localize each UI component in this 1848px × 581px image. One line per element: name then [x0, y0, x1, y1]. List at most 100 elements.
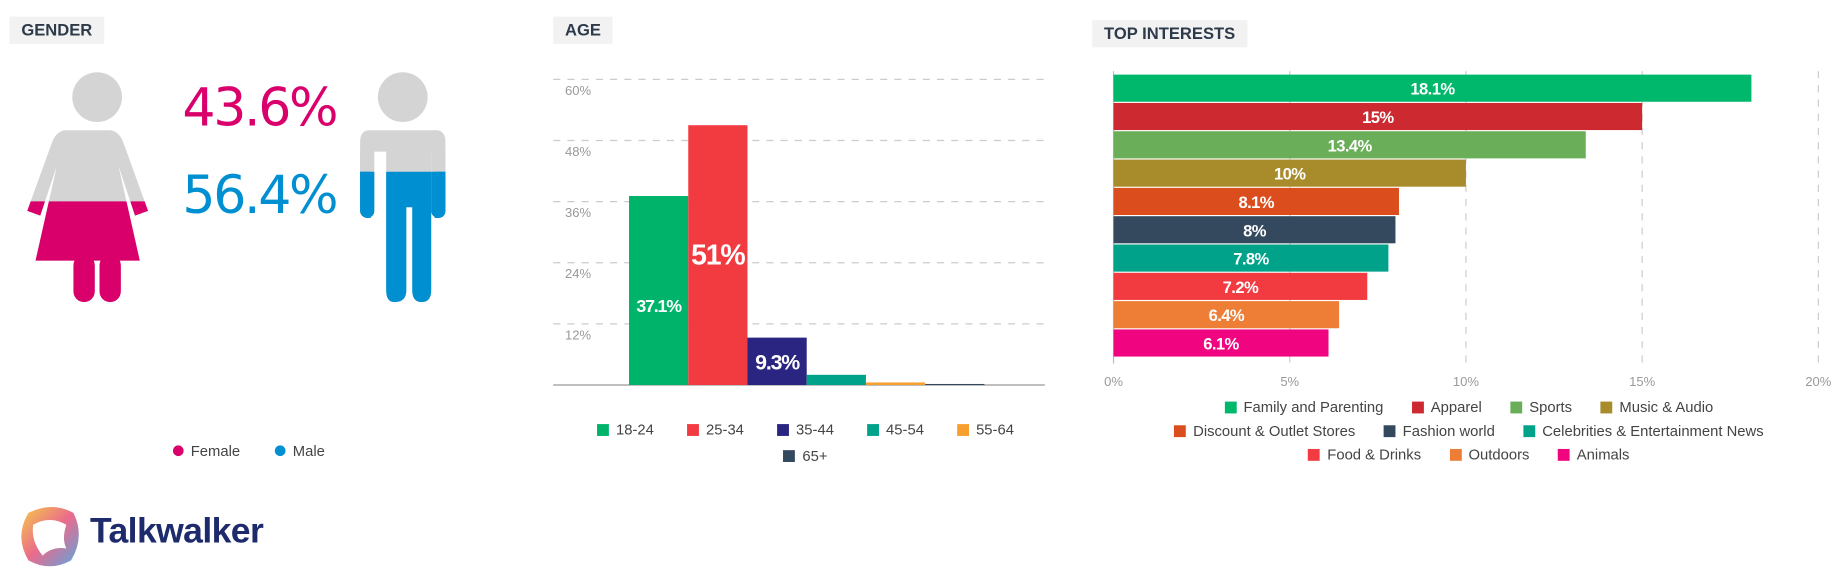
- male-legend-dot: [275, 445, 286, 457]
- legend-swatch: [867, 424, 879, 436]
- legend-label: Apparel: [1430, 399, 1482, 416]
- data-label: 6.4%: [1209, 306, 1245, 325]
- data-label: 7.8%: [1233, 250, 1269, 269]
- data-label: 8.1%: [1239, 193, 1275, 212]
- data-label: 37.1%: [636, 296, 682, 316]
- bar-Discount & Outlet Stores: [1113, 187, 1399, 216]
- legend-item-45-54[interactable]: 45-54: [867, 417, 924, 443]
- legend-item[interactable]: Fashion world: [1383, 419, 1495, 443]
- x-tick-label: 0%: [1104, 374, 1123, 389]
- bar-Outdoors: [1113, 301, 1340, 329]
- x-tick-label: 15%: [1629, 374, 1655, 389]
- legend-item[interactable]: Family and Parenting: [1224, 396, 1384, 420]
- legend-swatch: [1557, 448, 1570, 461]
- legend-swatch: [1174, 425, 1187, 438]
- bar-65+: [925, 383, 985, 385]
- legend-label: Celebrities & Entertainment News: [1542, 422, 1764, 440]
- legend-swatch: [1224, 401, 1237, 414]
- legend-item[interactable]: Food & Drinks: [1308, 443, 1421, 467]
- data-label: 51%: [691, 240, 745, 272]
- interests-title: TOP INTERESTS: [1092, 20, 1248, 48]
- age-chart: 12% 24% 36% 48% 60% 37.1% 51% 9.3%: [553, 78, 1045, 386]
- legend-label: Music & Audio: [1619, 399, 1714, 416]
- x-tick-label: 5%: [1280, 374, 1299, 389]
- brand-name: Talkwalker: [90, 511, 264, 551]
- data-label: 8%: [1243, 221, 1267, 240]
- data-label: 10%: [1274, 165, 1306, 184]
- legend-item-35-44[interactable]: 35-44: [777, 417, 834, 443]
- x-tick-label: 10%: [1453, 374, 1479, 389]
- gender-legend: Female Male: [172, 443, 325, 460]
- legend-label: Discount & Outlet Stores: [1193, 422, 1356, 440]
- male-legend-label: Male: [292, 443, 325, 460]
- data-label: 6.1%: [1203, 335, 1239, 354]
- x-tick-label: 20%: [1805, 374, 1831, 389]
- legend-label: Fashion world: [1402, 422, 1495, 440]
- bar-Fashion world: [1113, 216, 1396, 244]
- legend-swatch: [1510, 401, 1523, 414]
- legend-swatch: [687, 424, 699, 436]
- bar-25-34: [688, 125, 748, 385]
- legend-label: 55-64: [976, 421, 1014, 439]
- legend-label: 65+: [802, 447, 828, 465]
- legend-label: Family and Parenting: [1243, 399, 1384, 416]
- y-tick-label: 36%: [565, 205, 591, 220]
- bar-Apparel: [1113, 102, 1643, 131]
- age-title: AGE: [553, 16, 613, 44]
- female-legend-dot: [172, 445, 184, 457]
- legend-item[interactable]: Animals: [1557, 443, 1630, 467]
- legend-item[interactable]: Apparel: [1411, 396, 1482, 420]
- data-label: 18.1%: [1410, 80, 1455, 99]
- legend-swatch: [957, 424, 969, 436]
- male-percentage: 56.4%: [182, 165, 338, 227]
- legend-row: Food & Drinks Outdoors Animals: [1125, 443, 1812, 467]
- legend-label: 45-54: [886, 421, 924, 439]
- bar-Celebrities & Entertainment News: [1113, 244, 1389, 272]
- legend-item[interactable]: Celebrities & Entertainment News: [1523, 419, 1764, 443]
- bar-35-44: [747, 337, 807, 385]
- legend-item[interactable]: Discount & Outlet Stores: [1174, 419, 1355, 443]
- data-label: 13.4%: [1328, 136, 1373, 155]
- data-label: 15%: [1362, 108, 1394, 127]
- interests-legend: Family and Parenting Apparel Sports Music &…: [1125, 396, 1812, 467]
- bar-18-24: [629, 196, 689, 385]
- legend-item-18-24[interactable]: 18-24: [597, 417, 654, 443]
- bar-Animals: [1113, 329, 1329, 357]
- y-tick-label: 48%: [565, 144, 591, 159]
- legend-item[interactable]: Sports: [1510, 396, 1572, 420]
- bar-Sports: [1113, 131, 1586, 159]
- legend-swatch: [1600, 401, 1613, 414]
- data-label: 9.3%: [755, 351, 800, 375]
- gender-title: GENDER: [9, 16, 105, 44]
- legend-item-65+[interactable]: 65+: [783, 443, 828, 469]
- legend-item[interactable]: Music & Audio: [1600, 396, 1713, 420]
- legend-label: 25-34: [706, 421, 744, 439]
- legend-label: 18-24: [616, 421, 654, 439]
- legend-swatch: [777, 424, 789, 436]
- talkwalker-logo-icon: [21, 507, 79, 567]
- legend-label: Animals: [1576, 446, 1630, 464]
- legend-label: Outdoors: [1468, 446, 1530, 464]
- legend-item[interactable]: Outdoors: [1449, 443, 1530, 467]
- female-legend-label: Female: [190, 443, 241, 460]
- age-legend: 18-24 25-34 35-44 45-54 55-64 65+: [557, 417, 1055, 469]
- legend-label: 35-44: [796, 421, 834, 439]
- interests-chart: 0% 5% 10% 15% 20% 18.1% 15% 13.4% 10% 8.1% 8% 7.8% 7…: [1104, 71, 1832, 389]
- legend-row: Family and Parenting Apparel Sports Music &…: [1125, 396, 1812, 420]
- legend-swatch: [1411, 401, 1424, 414]
- female-percentage: 43.6%: [182, 78, 338, 139]
- legend-swatch: [597, 424, 609, 436]
- legend-label: Food & Drinks: [1327, 446, 1422, 464]
- legend-item-55-64[interactable]: 55-64: [957, 417, 1014, 443]
- legend-swatch: [1523, 425, 1536, 438]
- legend-label: Sports: [1529, 399, 1573, 416]
- bar-Music & Audio: [1113, 159, 1466, 187]
- legend-swatch: [1308, 448, 1321, 461]
- bar-Food & Drinks: [1113, 272, 1368, 300]
- bar-Family and Parenting: [1113, 74, 1752, 102]
- legend-swatch: [1383, 425, 1396, 438]
- y-tick-label: 60%: [565, 83, 591, 98]
- male-figure: [360, 72, 446, 303]
- legend-item-25-34[interactable]: 25-34: [687, 417, 744, 443]
